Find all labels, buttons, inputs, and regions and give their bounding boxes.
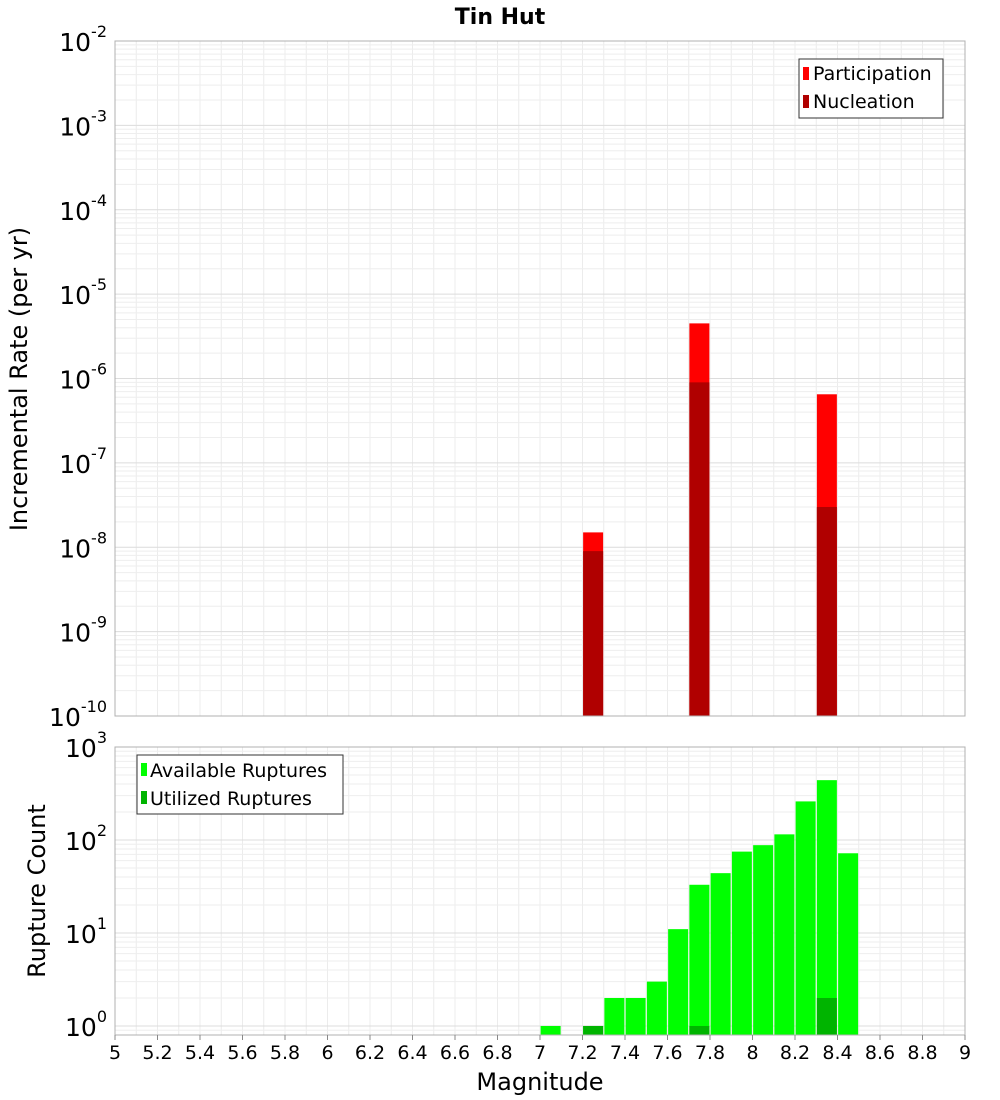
x-tick-label: 5.6 <box>227 1042 257 1064</box>
count-y-axis-label: Rupture Count <box>23 804 51 978</box>
legend-box <box>136 754 344 815</box>
x-tick-label: 6.4 <box>397 1042 427 1064</box>
x-tick-label: 5.2 <box>142 1042 172 1064</box>
available-ruptures-bar <box>710 873 731 1035</box>
available-ruptures-bar <box>604 997 625 1035</box>
available-ruptures-bar <box>795 801 816 1035</box>
utilized-legend-label: Utilized Ruptures <box>150 788 312 810</box>
y-tick-label: 10-4 <box>59 191 107 226</box>
rate-grid <box>114 40 966 717</box>
x-tick-label: 7.6 <box>652 1042 682 1064</box>
chart-title: Tin Hut <box>455 5 546 30</box>
rate-y-ticks: 10-10 10-9 10-8 10-7 10-6 10-5 10-4 10-3 10-2 <box>49 22 107 732</box>
y-tick-label: 10-8 <box>59 528 107 563</box>
available-legend-label: Available Ruptures <box>150 760 327 782</box>
y-tick-label: 10-9 <box>59 613 107 648</box>
x-tick-label: 7.2 <box>567 1042 597 1064</box>
nucleation-bar <box>583 551 604 716</box>
available-ruptures-bar <box>838 853 859 1035</box>
count-bars <box>540 780 859 1035</box>
x-tick-label: 5 <box>109 1042 121 1064</box>
y-tick-label: 10-2 <box>59 22 107 57</box>
count-panel: 100 101 102 103 5 5.2 5.4 5.6 5.8 6 6.2 6.4 6.6 6.8 7… <box>23 728 971 1096</box>
available-ruptures-bar <box>625 997 646 1035</box>
x-tick-label: 5.4 <box>185 1042 215 1064</box>
x-axis-label: Magnitude <box>476 1068 603 1096</box>
available-ruptures-bar <box>646 981 667 1035</box>
y-tick-label: 10-5 <box>59 275 107 310</box>
nucleation-legend-label: Nucleation <box>813 91 915 113</box>
x-tick-label: 6.6 <box>440 1042 470 1064</box>
x-tick-label: 8.2 <box>780 1042 810 1064</box>
rate-legend: Participation Nucleation <box>798 58 944 119</box>
y-tick-label: 101 <box>65 914 107 949</box>
available-ruptures-bar <box>753 845 774 1035</box>
y-tick-label: 103 <box>65 728 107 763</box>
y-tick-label: 102 <box>65 821 107 856</box>
available-legend-swatch <box>141 763 147 776</box>
y-tick-label: 10-10 <box>49 697 107 732</box>
participation-legend-swatch <box>803 67 809 80</box>
y-tick-label: 100 <box>65 1007 107 1042</box>
x-tick-label: 6.2 <box>355 1042 385 1064</box>
utilized-ruptures-bar <box>583 1025 604 1035</box>
x-tick-label: 8.6 <box>865 1042 895 1064</box>
x-tick-label: 8.4 <box>822 1042 852 1064</box>
x-tick-label: 9 <box>959 1042 971 1064</box>
utilized-legend-swatch <box>141 791 147 804</box>
x-tick-label: 8 <box>746 1042 758 1064</box>
y-tick-label: 10-3 <box>59 106 107 141</box>
x-tick-label: 7.8 <box>695 1042 725 1064</box>
x-tick-label: 7.4 <box>610 1042 640 1064</box>
nucleation-bar <box>816 506 837 716</box>
x-tick-label: 6 <box>321 1042 333 1064</box>
count-y-ticks: 100 101 102 103 <box>65 728 107 1042</box>
available-ruptures-bar <box>816 780 837 1035</box>
rate-y-axis-label: Incremental Rate (per yr) <box>5 227 33 531</box>
count-legend: Available Ruptures Utilized Ruptures <box>136 754 344 815</box>
x-tick-label: 7 <box>534 1042 546 1064</box>
rate-panel: 10-10 10-9 10-8 10-7 10-6 10-5 10-4 10-3 10-2 In… <box>5 22 966 732</box>
nucleation-legend-swatch <box>803 95 809 108</box>
rate-bars <box>583 323 837 716</box>
available-ruptures-bar <box>774 834 795 1035</box>
x-tick-label: 5.8 <box>270 1042 300 1064</box>
available-ruptures-bar <box>689 884 710 1035</box>
count-x-ticks: 5 5.2 5.4 5.6 5.8 6 6.2 6.4 6.6 6.8 7 7.2 7.4 7.6 7.8 8… <box>109 1035 971 1064</box>
x-tick-label: 8.8 <box>907 1042 937 1064</box>
rate-plot-frame <box>114 40 966 717</box>
available-ruptures-bar <box>540 1025 561 1035</box>
available-ruptures-bar <box>731 851 752 1035</box>
utilized-ruptures-bar <box>816 997 837 1035</box>
available-ruptures-bar <box>668 929 689 1035</box>
x-tick-label: 6.8 <box>482 1042 512 1064</box>
legend-box <box>798 58 944 119</box>
participation-legend-label: Participation <box>813 63 932 85</box>
y-tick-label: 10-7 <box>59 444 107 479</box>
nucleation-bar <box>689 382 710 716</box>
utilized-ruptures-bar <box>689 1025 710 1035</box>
y-tick-label: 10-6 <box>59 360 107 395</box>
